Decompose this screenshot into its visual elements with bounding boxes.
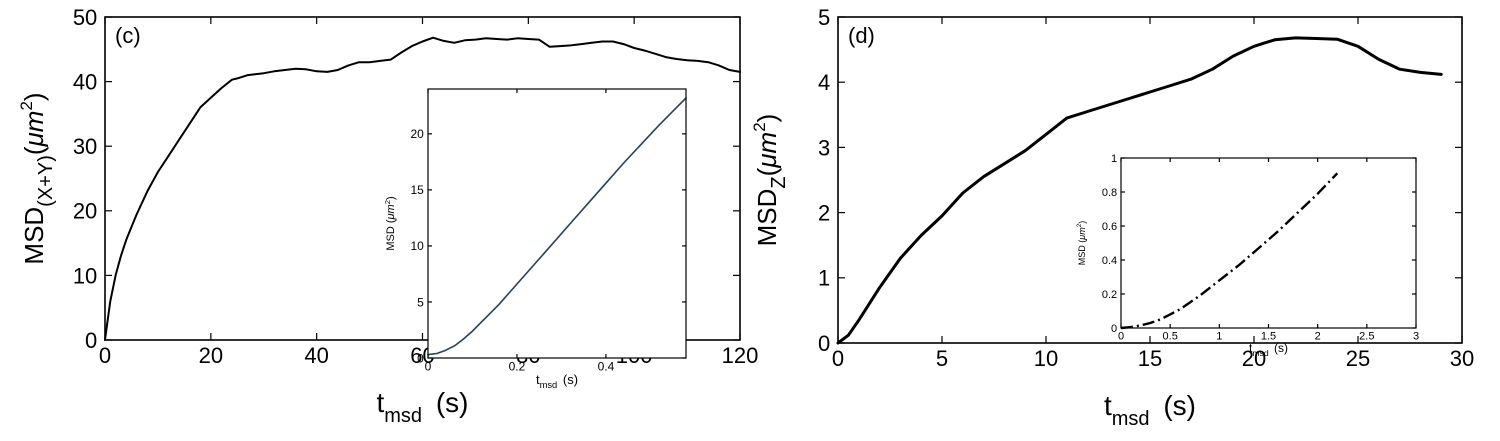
main_d-xtick-label: 30: [1450, 346, 1474, 371]
main_c-y-axis-label-main: MSD: [19, 207, 49, 265]
inset_c-panel: 0 0.2 0.4 0 5 10 15 20 tmsd (s) MSD (μm2): [383, 88, 687, 390]
main_d-y-axis-label-sub: Z: [768, 176, 790, 188]
main_c-y-axis-label: MSD(X+Y)(μm2): [17, 92, 57, 264]
inset_d-y-axis-label-main: MSD: [1077, 243, 1087, 266]
inset_d-xtick-label: 0.5: [1163, 331, 1178, 343]
inset_c-y-axis-label-paren: (: [385, 219, 397, 223]
main_d-x-axis-label: tmsd (s): [1104, 390, 1196, 430]
main_c-y-axis-label-unit: μm: [19, 111, 49, 148]
main_c-x-axis-label-sub: msd: [384, 405, 422, 427]
main_c-y-axis-label-sup: 2: [17, 101, 36, 110]
inset_c-frame: [427, 88, 687, 359]
main_d-x-axis-label-main: t: [1104, 390, 1112, 421]
main_d-x-axis-label-unit: (s): [1156, 390, 1196, 421]
inset_d-xtick-label: 0: [1118, 331, 1124, 343]
main_c-x-axis-label-main: t: [376, 387, 384, 418]
main_d-ytick-label: 1: [818, 266, 830, 291]
main_c-y-axis-label-sub: (X+Y): [35, 155, 57, 207]
inset_d-y-axis-label-paren: ): [1077, 221, 1087, 224]
main_d-y-axis-label-paren: ): [752, 114, 782, 123]
inset_d-ytick-label: 0.2: [1102, 289, 1117, 301]
inset_d-plot-area: [1121, 158, 1416, 328]
main_c-ytick-label: 30: [73, 134, 97, 159]
inset_d-xtick-label: 3: [1413, 331, 1419, 343]
main_d-xtick-label: 10: [1034, 346, 1058, 371]
inset_c-plot-area: [428, 89, 686, 358]
main_d-series-line-0: [836, 36, 1443, 345]
main_d-ytick-label: 3: [818, 135, 830, 160]
inset_c-x-axis-label-sub: msd: [540, 380, 558, 390]
main_c-xtick-label: 0: [99, 343, 111, 368]
main_d-ytick-label: 2: [818, 201, 830, 226]
inset_d-xtick-label: 1.5: [1261, 331, 1276, 343]
inset_c-y-axis-label-main: MSD: [385, 223, 397, 251]
inset_c-ytick-label: 10: [410, 239, 424, 253]
main_d-ytick-label: 5: [818, 5, 830, 30]
inset_c-xtick-label: 0: [425, 360, 432, 374]
main_c-x-axis-label: tmsd (s): [376, 387, 468, 427]
main_d-y-axis-label-sup: 2: [750, 122, 769, 131]
main_d-ytick-label: 0: [818, 331, 830, 356]
inset_d-x-axis-label-unit: (s): [1271, 341, 1288, 355]
inset_d-y-axis-label-unit: μm: [1077, 227, 1087, 241]
main_c-x-axis-label-unit: (s): [428, 387, 468, 418]
inset_d-panel: 0 0.5 1 1.5 2 2.5 3 0 0.2 0.4 0.6 0.8 1 tmsd (s) MSD (…: [1076, 153, 1419, 358]
main_d-y-axis-label-unit: μm: [752, 132, 782, 169]
main_c-y-axis-label-paren: ): [19, 92, 49, 101]
main_c-panel-label: (c): [115, 23, 141, 48]
main_d-ytick-label: 4: [818, 70, 830, 95]
inset_c-y-axis-label-paren: ): [385, 196, 397, 200]
main_d-y-axis-label-paren: (: [752, 167, 782, 176]
main_c-series-line-0: [104, 36, 741, 341]
inset_d-y-axis-label: MSD (μm2): [1076, 221, 1087, 265]
inset_d-xtick-label: 2: [1315, 331, 1321, 343]
inset_d-xtick-label: 2.5: [1359, 331, 1374, 343]
inset_c-ytick-label: 15: [410, 183, 424, 197]
main_d-xtick-label: 15: [1138, 346, 1162, 371]
main_c-xtick-label: 20: [199, 343, 223, 368]
inset_d-ytick-label: 0.4: [1102, 255, 1117, 267]
main_d-y-axis-label-main: MSD: [752, 189, 782, 247]
main_c-y-axis-label-paren: (: [19, 146, 49, 155]
main_d-xtick-label: 25: [1346, 346, 1370, 371]
inset_c-y-axis-label: MSD (μm2): [383, 196, 397, 250]
main_d-xtick-label: 20: [1242, 346, 1266, 371]
main_d-y-axis-label: MSDZ(μm2): [750, 114, 790, 247]
main_c-ytick-label: 0: [85, 328, 97, 353]
inset_d-y-axis-label-paren: (: [1077, 240, 1087, 243]
inset_c-y-axis-label-unit: μm: [385, 204, 397, 220]
inset_d-series-line-0: [1120, 172, 1339, 330]
main_c-ytick-label: 10: [73, 263, 97, 288]
inset_c-x-axis-label-unit: (s): [559, 372, 578, 387]
inset_c-x-axis-label: tmsd (s): [536, 372, 578, 390]
inset_c-y-axis-label-sup: 2: [383, 200, 392, 204]
inset_d-y-axis-label-sup: 2: [1076, 223, 1083, 227]
inset_d-ytick-label: 1: [1111, 153, 1117, 165]
main_d-xtick-label: 5: [936, 346, 948, 371]
main_d-x-axis-label-sub: msd: [1112, 408, 1150, 430]
inset_c-xtick-label: 0.2: [509, 360, 526, 374]
inset_d-ytick-label: 0: [1111, 323, 1117, 335]
inset_c-x-axis-label-main: t: [536, 372, 540, 387]
main_c-xtick-label: 40: [304, 343, 328, 368]
inset_c-series-line-0: [427, 97, 687, 356]
main_c-xtick-label: 120: [722, 343, 759, 368]
inset_c-xtick-label: 0.4: [598, 360, 615, 374]
inset_c-ytick-label: 20: [410, 127, 424, 141]
inset_d-ytick-label: 0.6: [1102, 221, 1117, 233]
inset_d-x-axis-label-sub: msd: [1252, 348, 1268, 358]
inset_d-x-axis-label-main: t: [1249, 341, 1253, 355]
inset_c-ytick-label: 0: [417, 351, 424, 365]
main_c-ytick-label: 20: [73, 199, 97, 224]
inset_c-ytick-label: 5: [417, 295, 424, 309]
inset_d-x-axis-label: tmsd (s): [1249, 341, 1288, 358]
inset_d-ytick-label: 0.8: [1102, 187, 1117, 199]
main_d-panel-label: (d): [848, 23, 875, 48]
main_d-xtick-label: 0: [832, 346, 844, 371]
inset_d-xtick-label: 1: [1216, 331, 1222, 343]
main_c-ytick-label: 40: [73, 70, 97, 95]
main_c-ytick-label: 50: [73, 5, 97, 30]
